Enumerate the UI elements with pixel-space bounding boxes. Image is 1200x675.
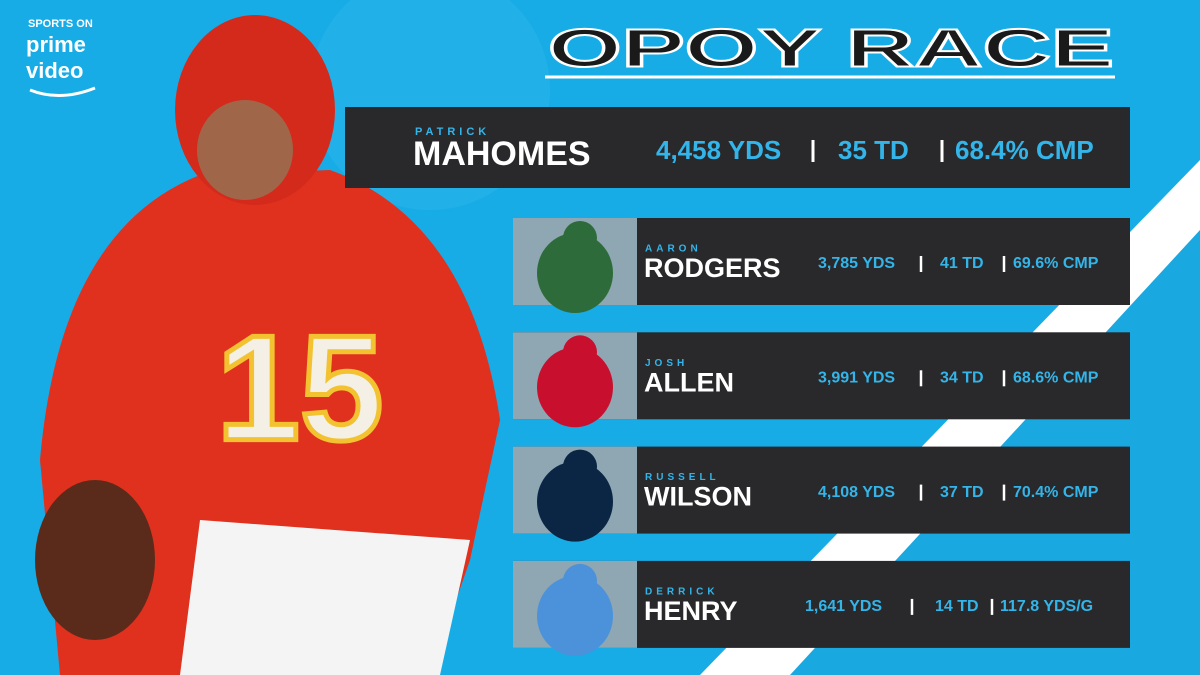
stat: 4,108 YDS (818, 484, 895, 501)
last-name: HENRY (644, 596, 738, 626)
stat: 35 TD (838, 135, 909, 165)
player-photo-helmet (563, 221, 597, 255)
last-name: MAHOMES (413, 135, 591, 173)
stat: 41 TD (940, 255, 984, 272)
player-photo-helmet (563, 563, 597, 598)
football (35, 480, 155, 640)
stat: 4,458 YDS (656, 135, 781, 165)
brand-line1: SPORTS ON (28, 18, 93, 30)
title: OPOY RACE (548, 18, 1114, 78)
first-name: AARON (645, 244, 702, 255)
first-name: PATRICK (415, 126, 490, 138)
player-photo-helmet (563, 449, 597, 484)
last-name: ALLEN (644, 367, 734, 397)
player-photo-figure (537, 347, 613, 428)
stat: 37 TD (940, 484, 984, 501)
last-name: RODGERS (644, 253, 781, 283)
stat: 1,641 YDS (805, 598, 882, 615)
stat: 117.8 YDS/G (1000, 598, 1093, 615)
player-photo-figure (537, 233, 613, 313)
pants (180, 520, 470, 675)
first-name: DERRICK (645, 587, 719, 598)
player-photo-figure (537, 461, 613, 542)
stat: 3,785 YDS (818, 255, 895, 272)
stat: 3,991 YDS (818, 370, 895, 387)
stat: 69.6% CMP (1013, 255, 1099, 272)
stat: 68.4% CMP (955, 135, 1094, 165)
brand-smile (29, 86, 96, 98)
row-box (345, 107, 1130, 188)
stat: 34 TD (940, 370, 984, 387)
player-figure: 15 (35, 15, 500, 675)
brand-line3: video (26, 58, 83, 83)
stat: 70.4% CMP (1013, 484, 1099, 501)
first-name: JOSH (645, 358, 688, 369)
stat: 14 TD (935, 598, 979, 615)
jersey-number-art: 15 (217, 304, 384, 472)
first-name: RUSSELL (645, 472, 720, 483)
face (197, 100, 293, 200)
brand-line2: prime (26, 32, 86, 57)
player-photo-figure (537, 575, 613, 656)
stat: 68.6% CMP (1013, 370, 1099, 387)
last-name: WILSON (644, 482, 752, 512)
player-photo-helmet (563, 335, 597, 370)
